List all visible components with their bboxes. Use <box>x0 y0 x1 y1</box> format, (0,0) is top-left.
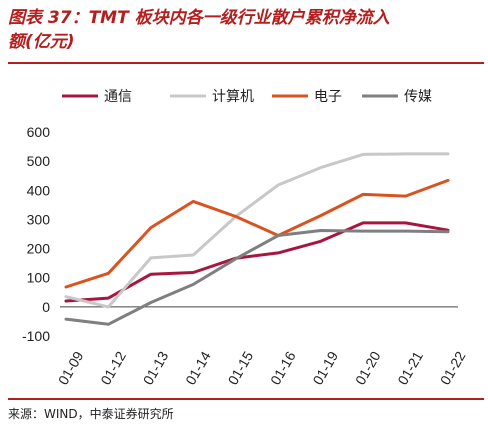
y-tick-label: 600 <box>27 124 51 140</box>
series-line-4 <box>64 229 450 326</box>
legend-label-3: 电子 <box>314 89 342 105</box>
legend-label-2: 计算机 <box>212 89 254 105</box>
y-tick-label: 0 <box>42 299 50 315</box>
footer-rule <box>8 398 484 400</box>
x-tick-label: 01-14 <box>182 348 214 387</box>
legend-label-1: 通信 <box>104 89 132 105</box>
y-tick-label: 200 <box>27 241 51 257</box>
x-tick-label: 01-12 <box>97 348 129 387</box>
title-rule <box>8 62 484 64</box>
y-tick-label: 100 <box>27 270 51 286</box>
y-tick-label: 400 <box>27 182 51 198</box>
y-tick-label: 300 <box>27 211 51 227</box>
series-line-2 <box>64 152 450 309</box>
legend-label-4: 传媒 <box>404 89 432 105</box>
series-line-1 <box>64 221 450 303</box>
x-tick-label: 01-15 <box>225 348 257 387</box>
figure-title: 图表 37：TMT 板块内各一级行业散户累积净流入 额(亿元) <box>8 8 390 52</box>
y-tick-label: -100 <box>22 328 50 344</box>
x-axis: 01-09 01-12 01-13 01-14 01-15 01-16 01-19 01-20… <box>55 348 469 387</box>
source-note: 来源：WIND，中泰证券研究所 <box>8 407 174 421</box>
x-tick-label: 01-09 <box>55 348 87 387</box>
x-tick-label: 01-21 <box>394 348 426 387</box>
x-tick-label: 01-20 <box>352 348 384 387</box>
y-tick-label: 500 <box>27 153 51 169</box>
x-tick-label: 01-16 <box>267 348 299 387</box>
y-axis: 600 500 400 300 200 100 0 -100 <box>22 124 458 344</box>
legend: 通信 计算机 电子 传媒 <box>62 89 432 105</box>
x-tick-label: 01-13 <box>140 348 172 387</box>
series-line-3 <box>64 178 450 289</box>
x-tick-label: 01-22 <box>437 348 469 387</box>
x-tick-label: 01-19 <box>309 348 341 387</box>
series-lines <box>64 152 450 326</box>
